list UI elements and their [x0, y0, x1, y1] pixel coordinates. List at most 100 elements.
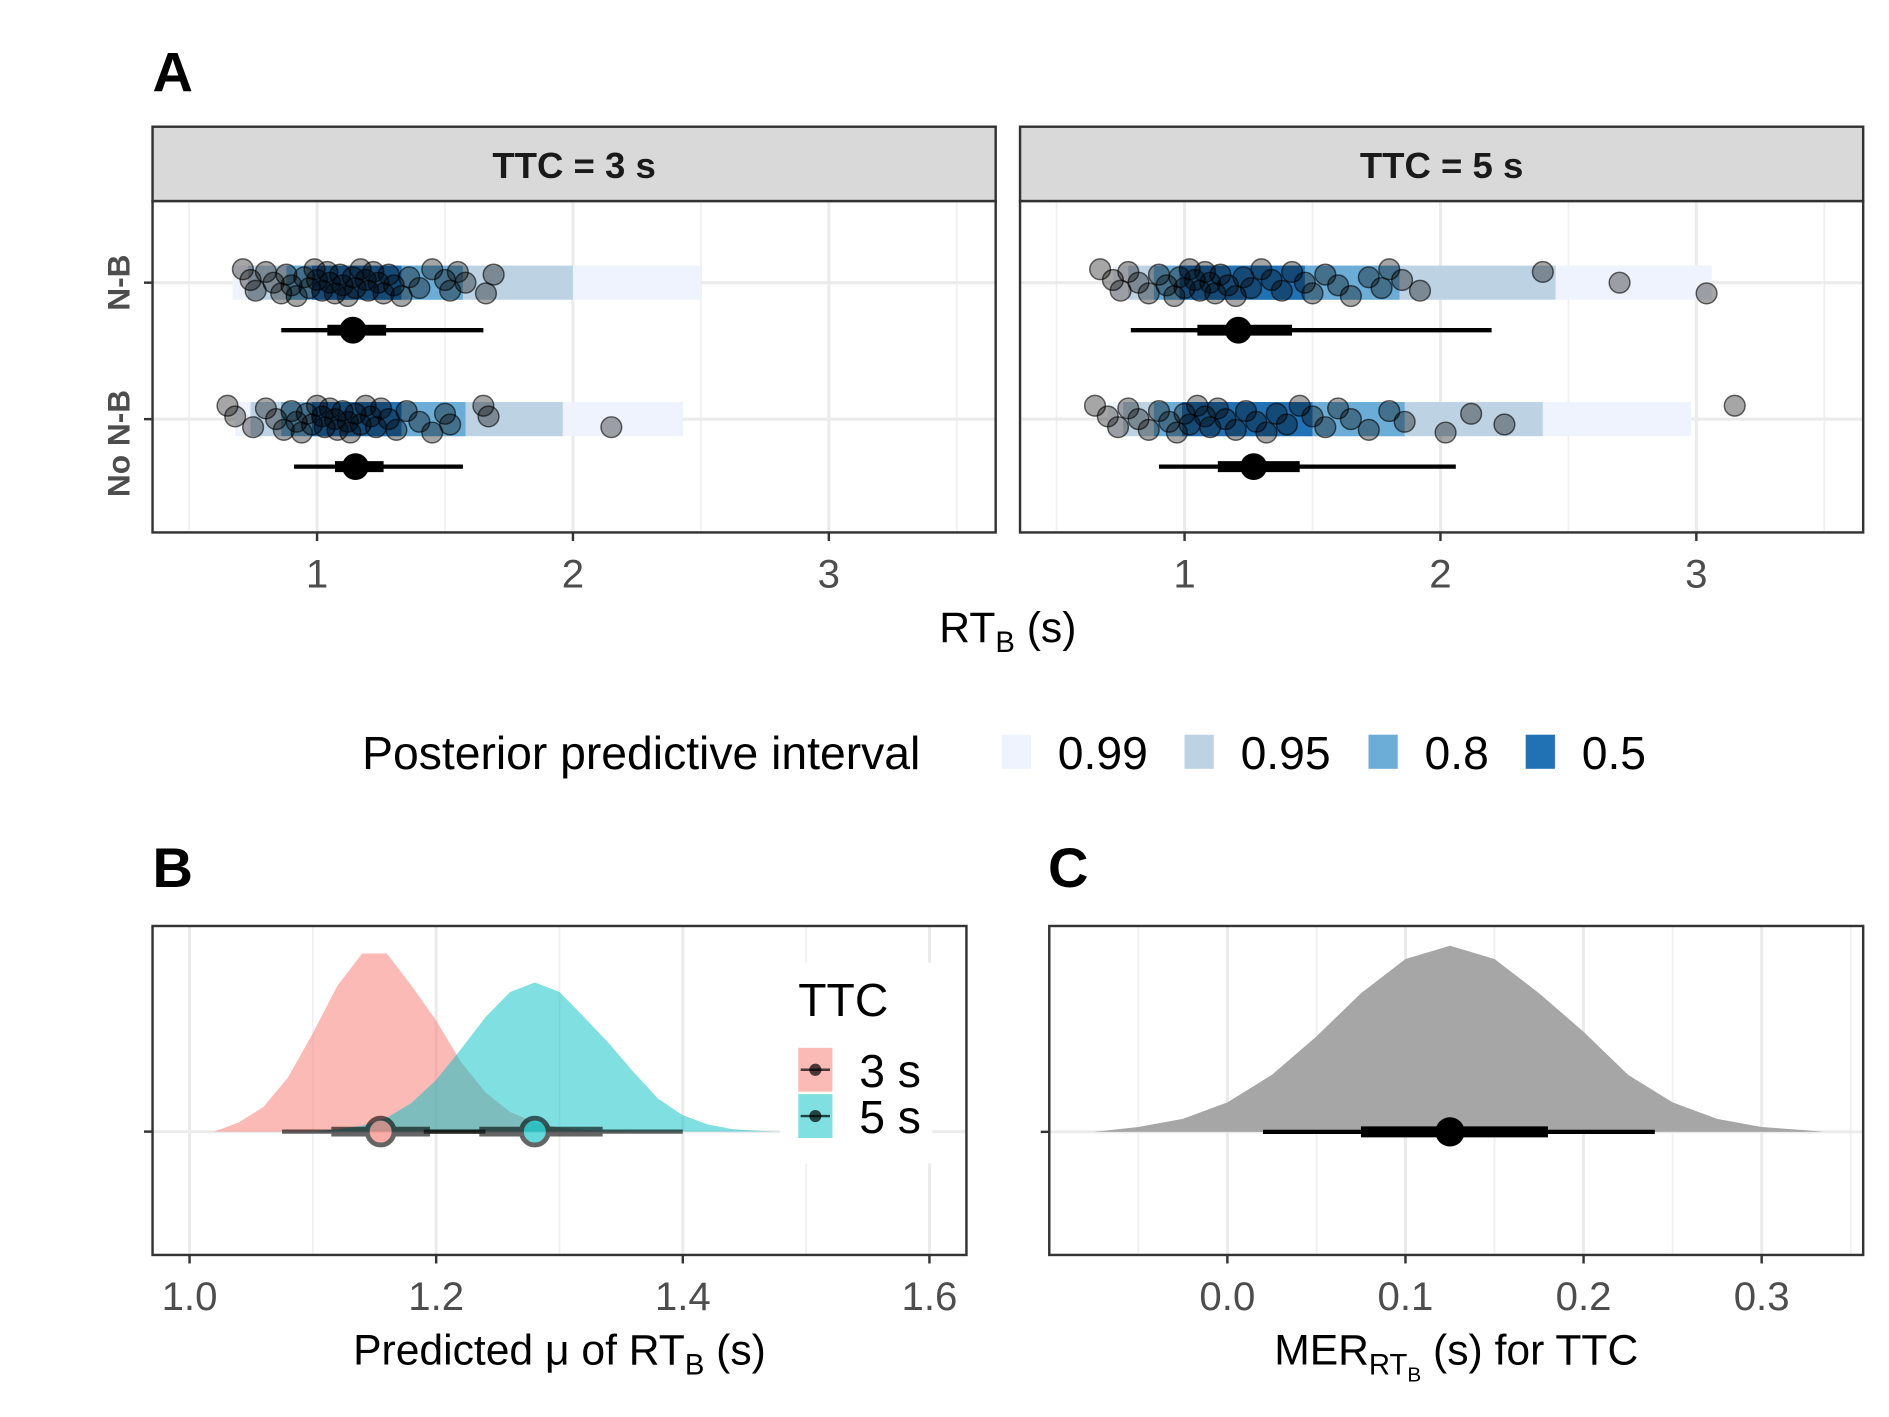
observation [1270, 279, 1293, 302]
x-tick-label: 0.1 [1378, 1274, 1434, 1319]
observation [285, 284, 308, 308]
strip [1018, 125, 1865, 203]
point-estimate [1435, 1117, 1465, 1147]
observation [1165, 421, 1188, 444]
panel-label: B [153, 836, 193, 899]
label-text: Predicted μ of RT [353, 1327, 685, 1375]
label-text: MER [1274, 1327, 1369, 1375]
label-sub: RT [1369, 1349, 1408, 1381]
label-text: RT [939, 604, 995, 652]
label-text: (s) [1015, 604, 1077, 652]
observation [242, 416, 265, 439]
x-tick-label: 2 [562, 551, 584, 596]
point-estimate [518, 1115, 551, 1148]
observation [1434, 421, 1457, 444]
observation [454, 271, 477, 294]
x-axis-label: MERRTB (s) for TTC [1274, 1327, 1638, 1387]
observation [1275, 413, 1299, 436]
legend-key [1001, 734, 1032, 769]
observation [224, 405, 247, 428]
point-estimate [342, 453, 369, 481]
legend-key [1368, 734, 1398, 769]
legend-label: 0.5 [1582, 727, 1646, 779]
y-tick-label: No N-B [100, 390, 136, 497]
density-area [312, 982, 782, 1132]
observation [1224, 418, 1247, 441]
x-tick-label: 0.0 [1199, 1274, 1255, 1319]
legend-label: 0.95 [1241, 727, 1331, 779]
legend-label: 5 s [859, 1091, 921, 1143]
strip-title: TTC = 3 s [492, 145, 656, 186]
point-estimate [1224, 316, 1252, 344]
point-estimate [339, 316, 367, 344]
x-tick-label: 1.4 [655, 1274, 711, 1319]
observation [600, 416, 623, 439]
legend-key [1525, 734, 1555, 769]
observation [275, 263, 298, 286]
observation [472, 394, 495, 417]
label-sub: B [685, 1349, 705, 1381]
observation [1370, 276, 1393, 300]
x-tick-label: 1 [306, 551, 328, 596]
observation [439, 413, 462, 436]
strip-title: TTC = 5 s [1360, 145, 1524, 186]
x-tick-label: 1.0 [162, 1274, 218, 1319]
observation [280, 274, 303, 297]
panel-border [151, 924, 968, 1257]
observation [1106, 416, 1130, 439]
point-estimate [364, 1115, 397, 1148]
point-estimate [1240, 453, 1268, 481]
observation [1393, 410, 1416, 433]
observation [1723, 394, 1746, 417]
x-tick-label: 3 [818, 551, 840, 596]
legend-label: 3 s [859, 1045, 921, 1097]
observation [1390, 268, 1414, 292]
label-sub: B [995, 627, 1015, 659]
y-tick-label: N-B [100, 255, 136, 311]
observation [1695, 282, 1718, 305]
x-axis-label: RTB (s) [939, 604, 1076, 659]
point-interval [423, 1115, 683, 1148]
observation [408, 276, 431, 300]
strip [151, 125, 997, 203]
x-tick-label: 0.3 [1734, 1274, 1790, 1319]
label-text: (s) [704, 1327, 766, 1375]
density-area [1093, 945, 1824, 1132]
legend-title: TTC [798, 974, 888, 1026]
x-tick-label: 2 [1429, 551, 1451, 596]
x-tick-label: 1.2 [408, 1274, 464, 1319]
x-tick-label: 0.2 [1556, 1274, 1612, 1319]
observation [1314, 416, 1337, 439]
observation [1137, 418, 1160, 441]
observation [1339, 284, 1362, 308]
observation [1357, 418, 1380, 441]
legend-title: Posterior predictive interval [362, 727, 920, 779]
observation [1608, 271, 1631, 294]
panel-label: C [1048, 836, 1088, 899]
observation [1378, 400, 1401, 423]
observation [482, 263, 505, 286]
panel-label: A [153, 40, 193, 103]
observation [1339, 408, 1362, 431]
observation [1460, 402, 1483, 425]
observation [385, 418, 408, 441]
legend-label: 0.99 [1058, 727, 1148, 779]
label-text: (s) for TTC [1421, 1327, 1638, 1375]
x-tick-label: 1 [1173, 551, 1195, 596]
x-axis-label: Predicted μ of RTB (s) [353, 1327, 766, 1382]
observation [1255, 421, 1278, 444]
observation [1240, 276, 1263, 300]
legend-label: 0.8 [1425, 727, 1489, 779]
density-area [214, 953, 634, 1132]
legend-key [1184, 734, 1214, 769]
observation [1531, 260, 1554, 284]
x-tick-label: 3 [1685, 551, 1707, 596]
observation [477, 405, 500, 428]
x-tick-label: 1.6 [901, 1274, 957, 1319]
label-subsub: B [1407, 1364, 1421, 1387]
observation [1301, 282, 1324, 305]
legend-key-point [809, 1063, 822, 1076]
observation [433, 402, 457, 425]
observation [474, 282, 498, 305]
